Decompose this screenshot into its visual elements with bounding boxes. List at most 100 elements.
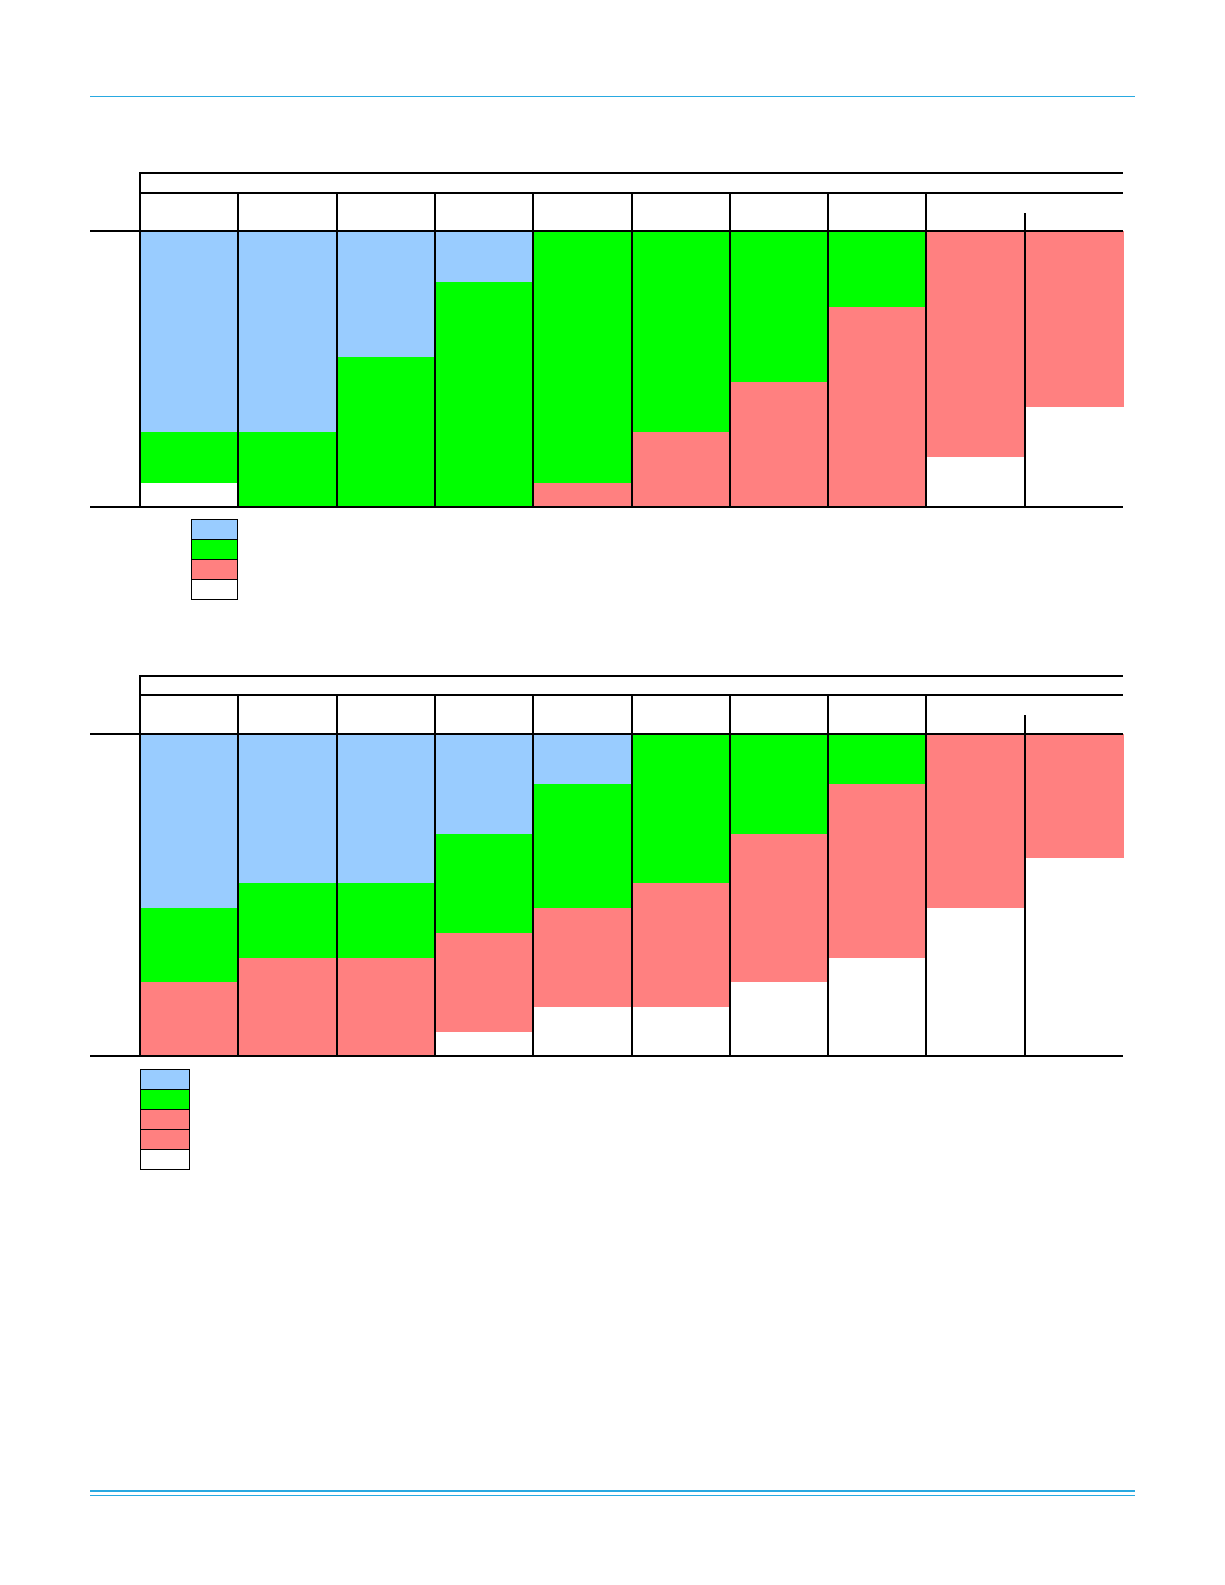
- chart-1-column-divider-7: [827, 192, 830, 507]
- chart-2-col-10-segment-6: [1024, 907, 1124, 933]
- chart-2-col-7-segment-2: [729, 1006, 829, 1032]
- chart-1-col-8-segment-3: [828, 431, 927, 458]
- chart-2-col-4-segment-3: [434, 981, 534, 1008]
- chart-2-col-7-segment-3: [729, 981, 829, 1008]
- chart-1-col-4-segment-7: [434, 331, 534, 358]
- chart-2-col-6-segment-11: [631, 783, 731, 809]
- chart-2-col-9-segment-9: [926, 833, 1026, 859]
- chart-2-col-3-segment-7: [336, 882, 436, 908]
- chart-1-column-divider-8: [925, 192, 928, 507]
- chart-1-col-9-segment-2: [926, 456, 1026, 483]
- chart-2-col-2-segment-3: [238, 981, 338, 1008]
- chart-1-column-divider-2: [335, 192, 338, 507]
- chart-1-col-1-segment-10: [140, 256, 239, 282]
- chart-1-col-2-segment-5: [238, 381, 338, 408]
- chart-2-col-6-segment-4: [631, 956, 731, 983]
- chart-1-col-7-segment-10: [729, 256, 829, 282]
- chart-2-col-5-segment-2: [533, 1006, 633, 1032]
- chart-1-column-divider-5: [630, 192, 633, 507]
- chart-2-col-8-segment-2: [828, 1006, 927, 1032]
- chart-1-col-8-segment-8: [828, 306, 927, 332]
- chart-2-col-1-segment-13: [140, 734, 239, 760]
- chart-1-col-1-segment-9: [140, 281, 239, 307]
- chart-1-chart-bottom-line: [90, 506, 1123, 508]
- chart-1-col-5-segment-3: [533, 431, 633, 458]
- chart-2-column-divider-2: [335, 694, 338, 1056]
- chart-2-col-9-segment-5: [926, 932, 1026, 958]
- chart-2-col-4-segment-9: [434, 833, 534, 859]
- chart-2-col-1-segment-1: [140, 1031, 239, 1057]
- chart-2-col-6-segment-9: [631, 833, 731, 859]
- chart-2-col-3-segment-4: [336, 956, 436, 983]
- chart-2-col-6-segment-2: [631, 1006, 731, 1032]
- chart-1-col-1-segment-2: [140, 456, 239, 483]
- chart-1-col-10-segment-1: [1024, 481, 1124, 508]
- chart-2-col-10-segment-13: [1024, 734, 1124, 760]
- chart-2-col-9-segment-13: [926, 734, 1026, 760]
- chart-2-col-8-segment-11: [828, 783, 927, 809]
- chart-2-col-4-segment-12: [434, 758, 534, 785]
- chart-1-col-10-segment-3: [1024, 431, 1124, 458]
- chart-2-col-8-segment-5: [828, 932, 927, 958]
- chart-2-col-3-segment-2: [336, 1006, 436, 1032]
- chart-2-col-6-segment-13: [631, 734, 731, 760]
- chart-1-col-1-segment-4: [140, 406, 239, 433]
- chart-2-col-9-segment-7: [926, 882, 1026, 908]
- chart-2-col-9-segment-1: [926, 1031, 1026, 1057]
- chart-2-chart-top-line: [90, 733, 1123, 735]
- chart-2-col-6-segment-5: [631, 932, 731, 958]
- chart-1-col-7-segment-11: [729, 231, 829, 257]
- chart-2-legend-swatch-4: [140, 1129, 190, 1150]
- chart-2-col-7-segment-6: [729, 907, 829, 933]
- chart-2-col-3-segment-9: [336, 833, 436, 859]
- chart-2-col-10-segment-9: [1024, 833, 1124, 859]
- chart-2-col-10-segment-10: [1024, 808, 1124, 834]
- chart-1-col-6-segment-10: [631, 256, 731, 282]
- chart-2-column-divider-6: [728, 694, 731, 1056]
- chart-1-col-1-segment-6: [140, 356, 239, 383]
- chart-1-column-divider-4: [532, 192, 535, 507]
- chart-1-col-7-segment-4: [729, 406, 829, 433]
- chart-2-col-7-segment-13: [729, 734, 829, 760]
- chart-2-col-2-segment-11: [238, 783, 338, 809]
- chart-1-col-3-segment-8: [336, 306, 436, 332]
- chart-1-col-4-segment-9: [434, 281, 534, 307]
- chart-1-col-6-segment-9: [631, 281, 731, 307]
- chart-2-col-2-segment-6: [238, 907, 338, 933]
- chart-2-col-10-segment-3: [1024, 981, 1124, 1008]
- chart-2-col-9-segment-12: [926, 758, 1026, 785]
- chart-2-col-4-segment-7: [434, 882, 534, 908]
- chart-1-col-1-segment-11: [140, 231, 239, 257]
- chart-2-col-1-segment-12: [140, 758, 239, 785]
- chart-1-col-8-segment-6: [828, 356, 927, 383]
- chart-2-column-divider-4: [532, 694, 535, 1056]
- chart-2-col-8-segment-1: [828, 1031, 927, 1057]
- chart-1-col-5-segment-8: [533, 306, 633, 332]
- chart-2-column-divider-3: [433, 694, 436, 1056]
- chart-2-col-7-segment-9: [729, 833, 829, 859]
- chart-1-col-6-segment-2: [631, 456, 731, 483]
- chart-1-column-divider-3: [433, 192, 436, 507]
- chart-2-col-5-segment-3: [533, 981, 633, 1008]
- chart-1-col-6-segment-6: [631, 356, 731, 383]
- chart-2-col-4-segment-11: [434, 783, 534, 809]
- chart-2-col-5-segment-9: [533, 833, 633, 859]
- chart-2-col-8-segment-12: [828, 758, 927, 785]
- chart-2-col-10-segment-4: [1024, 956, 1124, 983]
- chart-2-col-9-segment-6: [926, 907, 1026, 933]
- chart-1-col-4-segment-1: [434, 481, 534, 508]
- chart-2-col-2-segment-10: [238, 808, 338, 834]
- chart-2-legend-swatch-5: [140, 1149, 190, 1170]
- chart-1-col-2-segment-3: [238, 431, 338, 458]
- chart-1-col-9-segment-8: [926, 306, 1026, 332]
- chart-1-col-2-segment-10: [238, 256, 338, 282]
- chart-2-col-1-segment-5: [140, 932, 239, 958]
- chart-1-col-10-segment-9: [1024, 281, 1124, 307]
- chart-2-col-5-segment-12: [533, 758, 633, 785]
- chart-1-col-6-segment-3: [631, 431, 731, 458]
- chart-1-header-top-line: [140, 172, 1123, 174]
- chart-1-col-3-segment-7: [336, 331, 436, 358]
- chart-2-col-5-segment-1: [533, 1031, 633, 1057]
- chart-2-col-7-segment-10: [729, 808, 829, 834]
